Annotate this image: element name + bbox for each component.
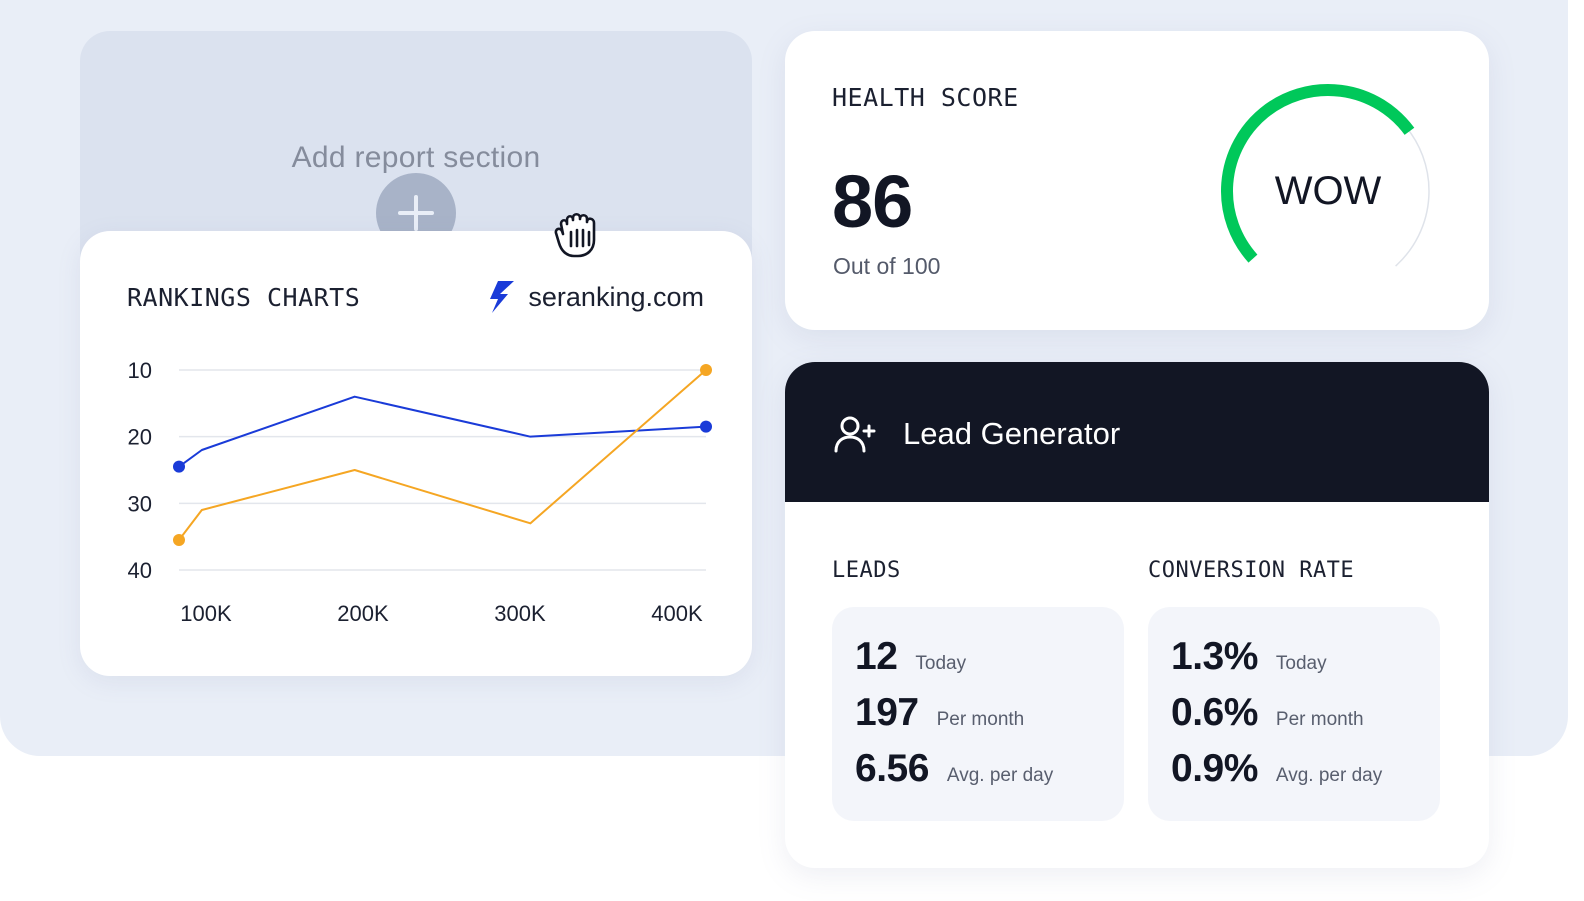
health-gauge: WOW <box>1221 84 1430 267</box>
stat-value: 1.3% <box>1171 635 1258 678</box>
conversion-stats-box: 1.3% Today 0.6% Per month 0.9% Avg. per … <box>1148 607 1440 821</box>
stat-value: 0.6% <box>1171 691 1258 734</box>
stat-row: 0.6% Per month <box>1171 691 1364 735</box>
series-endpoint <box>173 460 185 473</box>
stat-label: Today <box>915 653 967 674</box>
stat-row: 6.56 Avg. per day <box>855 747 1053 791</box>
gauge-fill <box>1221 84 1415 263</box>
stat-label: Per month <box>936 709 1025 730</box>
chart-grid <box>179 369 706 571</box>
series-line <box>178 369 707 541</box>
leads-label: LEADS <box>832 558 901 583</box>
series-endpoint <box>700 420 712 433</box>
chart-series <box>173 364 712 546</box>
stat-value: 12 <box>855 635 898 678</box>
brand-name: seranking.com <box>528 281 704 312</box>
x-tick-label: 400K <box>651 601 703 626</box>
rankings-line-chart: 10 20 30 40 100K 200K 300K 400K <box>128 358 712 626</box>
chart-y-axis: 10 20 30 40 <box>128 358 152 583</box>
leads-stats-box: 12 Today 197 Per month 6.56 Avg. per day <box>832 607 1124 821</box>
add-user-icon <box>834 416 876 453</box>
stat-label: Avg. per day <box>1275 765 1383 786</box>
brand: seranking.com <box>488 281 704 313</box>
stat-row: 197 Per month <box>855 691 1024 735</box>
health-score-subtitle: Out of 100 <box>833 253 941 279</box>
health-score-card[interactable]: HEALTH SCORE 86 Out of 100 WOW <box>785 31 1489 330</box>
series-line <box>178 395 707 468</box>
stat-value: 6.56 <box>855 747 929 790</box>
x-tick-label: 200K <box>337 601 389 626</box>
stat-row: 12 Today <box>855 635 966 679</box>
series-endpoint <box>700 364 712 376</box>
stat-label: Today <box>1275 653 1327 674</box>
x-tick-label: 100K <box>180 601 232 626</box>
grab-cursor-icon <box>554 212 596 258</box>
y-tick-label: 20 <box>128 425 152 450</box>
lead-generator-header: Lead Generator <box>785 362 1489 502</box>
stat-label: Avg. per day <box>946 765 1054 786</box>
series-endpoint <box>173 534 185 546</box>
health-score-value: 86 <box>832 160 913 243</box>
stat-value: 197 <box>855 691 919 734</box>
stat-value: 0.9% <box>1171 747 1258 790</box>
lead-generator-card[interactable]: Lead Generator LEADS CONVERSION RATE 12 … <box>785 362 1489 868</box>
rankings-charts-card[interactable]: RANKINGS CHARTS seranking.com 10 20 30 40 1… <box>80 231 752 676</box>
conversion-rate-label: CONVERSION RATE <box>1148 558 1355 583</box>
gauge-label: WOW <box>1275 169 1382 213</box>
stat-row: 1.3% Today <box>1171 635 1327 679</box>
add-report-section-label: Add report section <box>291 141 541 174</box>
y-tick-label: 10 <box>128 358 152 383</box>
rankings-title: RANKINGS CHARTS <box>127 283 361 312</box>
stat-label: Per month <box>1275 709 1364 730</box>
x-tick-label: 300K <box>494 601 546 626</box>
y-tick-label: 30 <box>128 491 152 516</box>
chart-x-axis: 100K 200K 300K 400K <box>180 601 703 626</box>
stat-row: 0.9% Avg. per day <box>1171 747 1382 791</box>
lightning-icon <box>490 281 515 313</box>
health-score-title: HEALTH SCORE <box>832 83 1019 112</box>
y-tick-label: 40 <box>128 558 152 583</box>
lead-generator-title: Lead Generator <box>903 416 1121 451</box>
